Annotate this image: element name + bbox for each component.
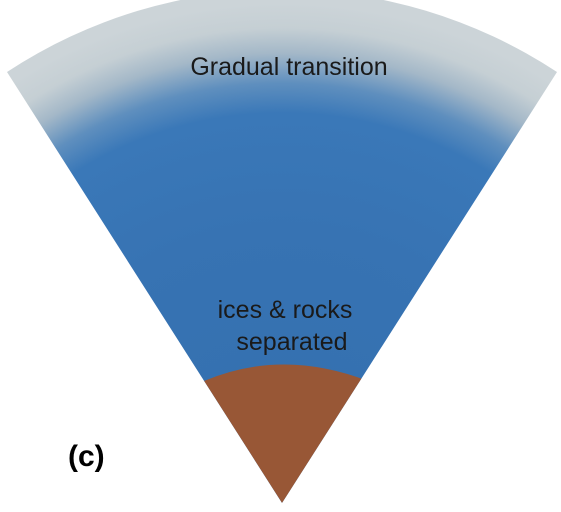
inner-layer-label-line1: ices & rocks <box>218 296 353 324</box>
outer-layer-label: Gradual transition <box>190 53 387 81</box>
panel-label: (c) <box>68 440 105 473</box>
mantle-layer <box>7 0 557 503</box>
core-layer <box>204 364 368 503</box>
inner-layer-label-line2: separated <box>236 328 347 356</box>
